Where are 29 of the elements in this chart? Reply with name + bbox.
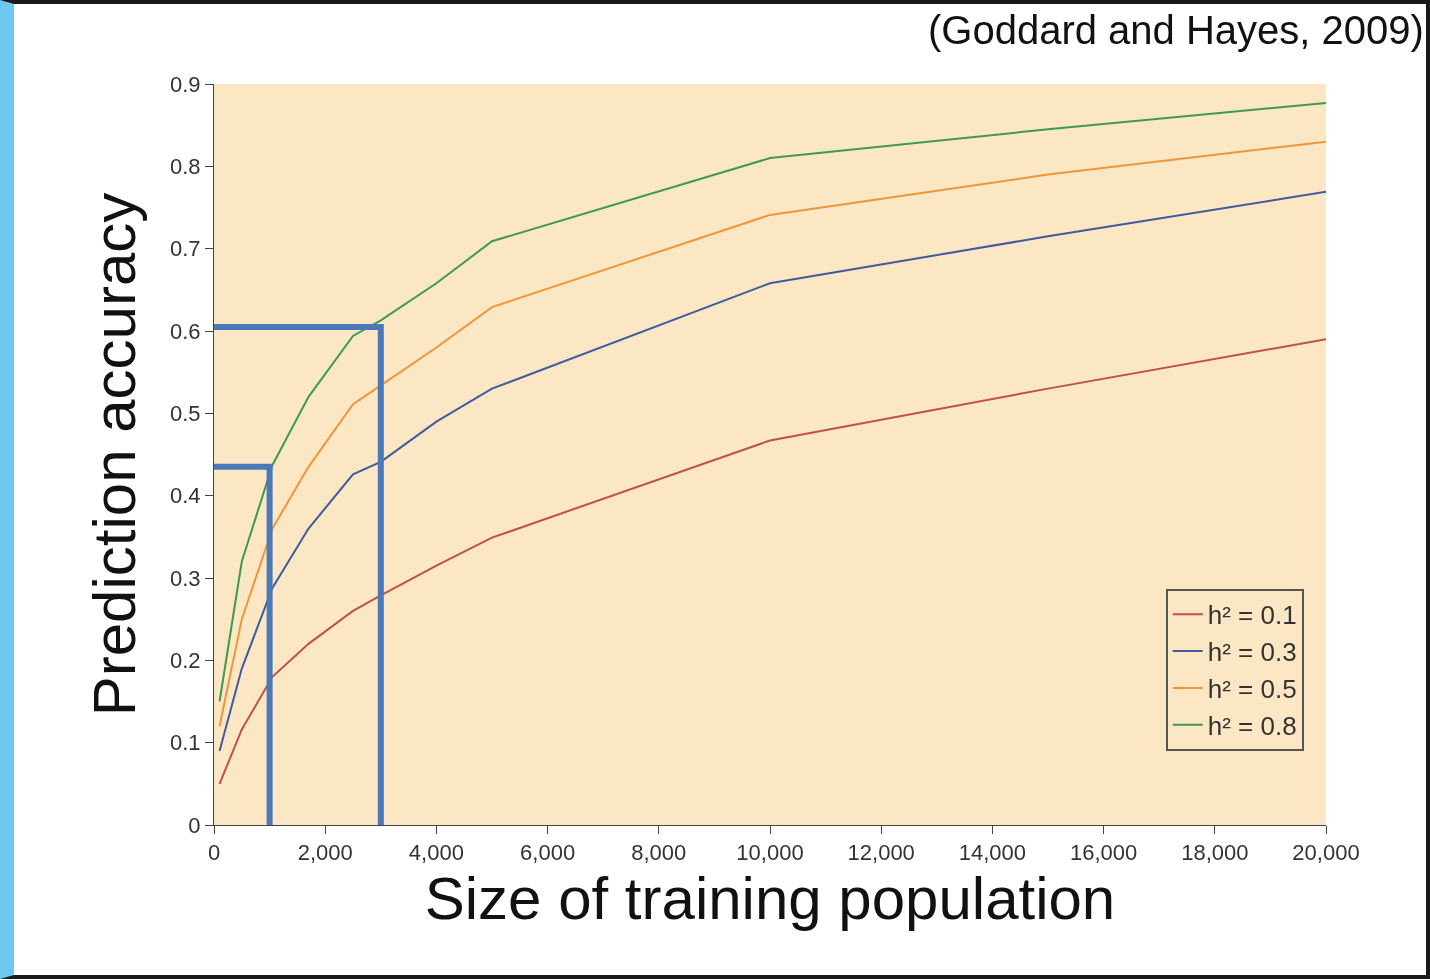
x-tick-label: 4,000: [408, 840, 464, 866]
y-tick-label: 0: [188, 812, 201, 838]
x-tick-label: 10,000: [736, 840, 804, 866]
y-tick-label: 0.6: [170, 318, 201, 344]
x-tick-label: 8,000: [631, 840, 687, 866]
y-axis-title: Prediction accuracy: [80, 192, 148, 717]
legend-label: h² = 0.8: [1207, 710, 1297, 741]
legend-label: h² = 0.3: [1207, 637, 1297, 668]
x-tick-label: 0: [207, 840, 221, 866]
x-tick-label: 16,000: [1069, 840, 1138, 866]
x-tick-label: 6,000: [520, 840, 576, 866]
y-tick-label: 0.4: [170, 483, 201, 509]
y-tick-label: 0.3: [170, 565, 201, 591]
legend-label: h² = 0.5: [1207, 674, 1297, 705]
legend-label: h² = 0.1: [1207, 600, 1297, 631]
y-tick-label: 0.7: [170, 236, 201, 262]
line-series: [218, 338, 1326, 785]
x-tick-label: 18,000: [1181, 840, 1249, 866]
y-tick-label: 0.5: [170, 401, 201, 427]
x-axis-title: Size of training population: [424, 865, 1116, 933]
x-tick-label: 2,000: [297, 840, 353, 866]
y-tick-label: 0.9: [170, 71, 201, 97]
x-tick-label: 20,000: [1292, 840, 1360, 866]
text: (Goddard and Hayes, 2009): [928, 8, 1424, 52]
y-tick-label: 0.1: [170, 730, 201, 756]
y-tick-label: 0.8: [170, 154, 201, 180]
x-tick-label: 12,000: [847, 840, 915, 866]
y-tick-label: 0.2: [170, 648, 201, 674]
x-tick-label: 14,000: [958, 840, 1027, 866]
